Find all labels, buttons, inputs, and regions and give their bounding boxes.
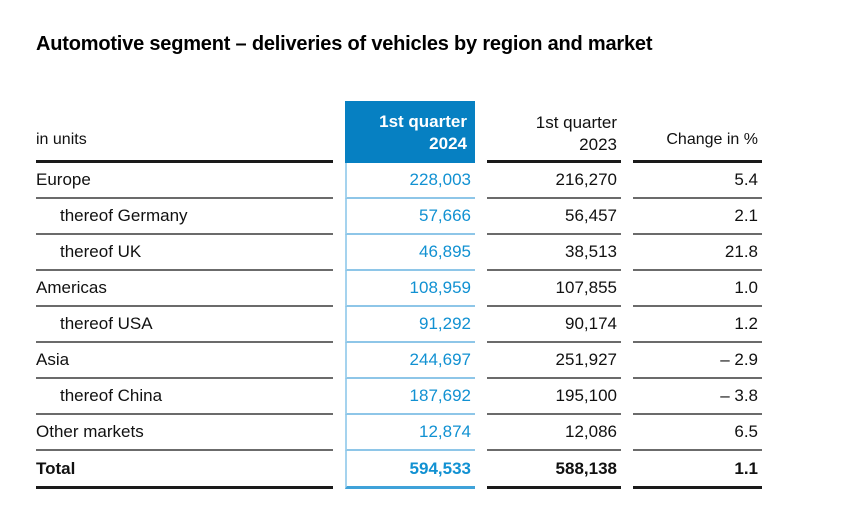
row-value-q1-2023: 216,270 (487, 163, 621, 199)
row-value-q1-2024: 91,292 (345, 307, 475, 343)
row-value-q1-2024: 187,692 (345, 379, 475, 415)
row-value-q1-2023: 588,138 (487, 451, 621, 489)
row-value-q1-2024: 12,874 (345, 415, 475, 451)
row-label: thereof China (60, 386, 163, 405)
row-value-q1-2024: 108,959 (345, 271, 475, 307)
table-body: Europe 228,003 216,270 5.4 thereof Germa… (36, 163, 762, 489)
row-value-change: 5.4 (633, 163, 762, 199)
row-label: Asia (36, 350, 70, 369)
row-value-q1-2023: 56,457 (487, 199, 621, 235)
row-value-q1-2023: 107,855 (487, 271, 621, 307)
table-row: Europe 228,003 216,270 5.4 (36, 163, 762, 199)
table-row: thereof USA 91,292 90,174 1.2 (36, 307, 762, 343)
table-row: Americas 108,959 107,855 1.0 (36, 271, 762, 307)
table-row: Total 594,533 588,138 1.1 (36, 451, 762, 489)
row-label: Americas (36, 278, 107, 297)
table-row: Asia 244,697 251,927 – 2.9 (36, 343, 762, 379)
row-label: Other markets (36, 422, 144, 441)
column-header-change: Change in % (633, 101, 762, 163)
column-header-q1-2024-line2: 2024 (429, 134, 467, 153)
column-header-q1-2023: 1st quarter 2023 (487, 101, 621, 163)
row-value-change: 1.1 (633, 451, 762, 489)
table-row: thereof UK 46,895 38,513 21.8 (36, 235, 762, 271)
column-header-q1-2023-line2: 2023 (579, 135, 617, 154)
row-value-q1-2023: 38,513 (487, 235, 621, 271)
table-row: thereof China 187,692 195,100 – 3.8 (36, 379, 762, 415)
row-value-change: 6.5 (633, 415, 762, 451)
row-label: thereof Germany (60, 206, 188, 225)
row-value-q1-2023: 12,086 (487, 415, 621, 451)
column-header-q1-2023-line1: 1st quarter (535, 113, 617, 132)
row-value-change: 1.0 (633, 271, 762, 307)
row-value-change: 1.2 (633, 307, 762, 343)
row-value-q1-2024: 57,666 (345, 199, 475, 235)
deliveries-table: in units 1st quarter 2024 1st quarter 20… (36, 101, 762, 489)
row-value-q1-2024: 228,003 (345, 163, 475, 199)
table-row: Other markets 12,874 12,086 6.5 (36, 415, 762, 451)
row-label: thereof UK (60, 242, 142, 261)
table-header-row: in units 1st quarter 2024 1st quarter 20… (36, 101, 762, 163)
row-value-q1-2024: 594,533 (345, 451, 475, 489)
table-row: thereof Germany 57,666 56,457 2.1 (36, 199, 762, 235)
row-value-q1-2023: 90,174 (487, 307, 621, 343)
row-value-change: – 2.9 (633, 343, 762, 379)
row-value-q1-2024: 244,697 (345, 343, 475, 379)
row-value-q1-2023: 251,927 (487, 343, 621, 379)
row-value-change: 2.1 (633, 199, 762, 235)
row-value-change: 21.8 (633, 235, 762, 271)
row-label: thereof USA (60, 314, 153, 333)
row-value-change: – 3.8 (633, 379, 762, 415)
unit-label: in units (36, 101, 333, 163)
column-header-q1-2024: 1st quarter 2024 (345, 101, 475, 163)
row-value-q1-2023: 195,100 (487, 379, 621, 415)
row-label: Europe (36, 170, 91, 189)
row-label: Total (36, 458, 76, 478)
column-header-q1-2024-line1: 1st quarter (379, 112, 467, 131)
page-title: Automotive segment – deliveries of vehic… (36, 33, 653, 55)
row-value-q1-2024: 46,895 (345, 235, 475, 271)
